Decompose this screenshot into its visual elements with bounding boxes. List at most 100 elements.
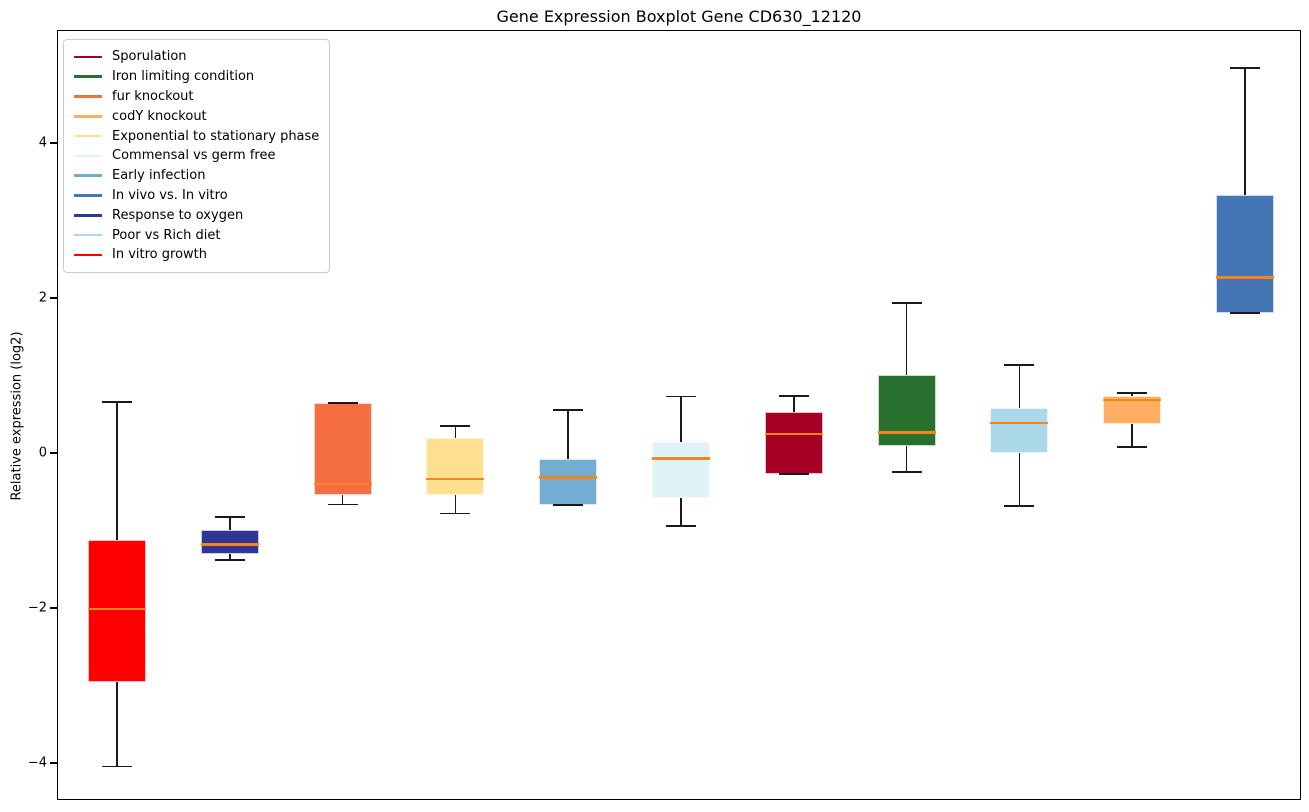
- whisker-lower-in-vitro-growth: [116, 681, 118, 767]
- legend-label-iron-limiting-condition: Iron limiting condition: [112, 69, 255, 85]
- box-sporulation: [764, 412, 823, 475]
- y-tick-mark: [50, 607, 57, 609]
- whisker-upper-in-vivo-vs-in-vitro: [1244, 68, 1246, 196]
- legend-item-cody-knockout: codY knockout: [74, 106, 319, 126]
- whisker-upper-poor-vs-rich-diet: [1018, 364, 1021, 409]
- whisker-upper-cody-knockout: [1131, 392, 1133, 396]
- box-commensal-vs-germ-free: [652, 442, 710, 499]
- median-iron-limiting-condition: [877, 431, 936, 434]
- whisker-upper-response-to-oxygen: [229, 516, 231, 530]
- whisker-cap-top-in-vitro-growth: [102, 401, 132, 403]
- box-poor-vs-rich-diet: [990, 408, 1049, 454]
- box-exponential-to-stationary-phase: [426, 437, 485, 496]
- legend-item-poor-vs-rich-diet: Poor vs Rich diet: [74, 225, 319, 245]
- whisker-cap-bottom-fur-knockout: [327, 503, 358, 506]
- legend-swatch-in-vitro-growth: [74, 253, 102, 257]
- legend-label-response-to-oxygen: Response to oxygen: [112, 207, 244, 223]
- whisker-upper-early-infection: [567, 409, 569, 459]
- y-tick-label: 4: [38, 135, 47, 151]
- chart-title: Gene Expression Boxplot Gene CD630_12120: [496, 7, 862, 26]
- whisker-lower-poor-vs-rich-diet: [1018, 453, 1021, 506]
- median-in-vivo-vs-in-vitro: [1216, 276, 1274, 279]
- whisker-cap-bottom-early-infection: [553, 504, 584, 506]
- whisker-cap-bottom-poor-vs-rich-diet: [1004, 505, 1035, 507]
- whisker-upper-exponential-to-stationary-phase: [454, 426, 457, 438]
- whisker-cap-top-response-to-oxygen: [214, 515, 245, 518]
- legend-item-iron-limiting-condition: Iron limiting condition: [74, 67, 319, 87]
- legend-label-sporulation: Sporulation: [112, 49, 187, 65]
- whisker-upper-iron-limiting-condition: [905, 302, 908, 375]
- legend-swatch-exponential-to-stationary-phase: [74, 134, 102, 138]
- legend-item-in-vivo-vs-in-vitro: In vivo vs. In vitro: [74, 186, 319, 206]
- y-tick-mark: [50, 297, 57, 299]
- y-axis-label: Relative expression (log2): [9, 331, 25, 501]
- median-exponential-to-stationary-phase: [426, 477, 485, 481]
- whisker-lower-commensal-vs-germ-free: [680, 498, 682, 527]
- box-in-vivo-vs-in-vitro: [1216, 195, 1274, 313]
- y-tick-label: 0: [38, 445, 47, 461]
- whisker-lower-cody-knockout: [1131, 423, 1133, 448]
- y-tick-label: 2: [38, 290, 47, 306]
- box-iron-limiting-condition: [877, 374, 936, 447]
- y-tick-label: −2: [27, 600, 47, 616]
- legend-swatch-commensal-vs-germ-free: [74, 154, 102, 158]
- legend-swatch-poor-vs-rich-diet: [74, 233, 102, 237]
- whisker-cap-top-commensal-vs-germ-free: [666, 395, 696, 398]
- whisker-cap-top-cody-knockout: [1117, 391, 1148, 394]
- y-tick-label: −4: [27, 755, 47, 771]
- legend-label-early-infection: Early infection: [112, 168, 206, 184]
- legend-item-early-infection: Early infection: [74, 166, 319, 186]
- legend-label-exponential-to-stationary-phase: Exponential to stationary phase: [112, 128, 320, 144]
- median-commensal-vs-germ-free: [652, 457, 710, 460]
- whisker-lower-exponential-to-stationary-phase: [454, 495, 457, 514]
- legend-item-exponential-to-stationary-phase: Exponential to stationary phase: [74, 126, 319, 146]
- y-tick-mark: [50, 452, 57, 454]
- legend-swatch-sporulation: [74, 55, 102, 59]
- whisker-cap-top-early-infection: [553, 409, 584, 411]
- legend-label-in-vivo-vs-in-vitro: In vivo vs. In vitro: [112, 187, 228, 203]
- legend-item-response-to-oxygen: Response to oxygen: [74, 205, 319, 225]
- legend-label-in-vitro-growth: In vitro growth: [112, 247, 207, 263]
- median-early-infection: [539, 476, 598, 479]
- whisker-cap-bottom-sporulation: [778, 473, 809, 475]
- legend-item-commensal-vs-germ-free: Commensal vs germ free: [74, 146, 319, 166]
- whisker-upper-in-vitro-growth: [116, 402, 118, 540]
- whisker-lower-iron-limiting-condition: [905, 446, 908, 472]
- whisker-upper-sporulation: [793, 395, 795, 413]
- legend-swatch-cody-knockout: [74, 114, 102, 118]
- y-tick-mark: [50, 762, 57, 764]
- legend-item-in-vitro-growth: In vitro growth: [74, 245, 319, 265]
- whisker-cap-bottom-exponential-to-stationary-phase: [440, 512, 471, 515]
- whisker-cap-top-in-vivo-vs-in-vitro: [1230, 67, 1260, 69]
- legend-swatch-early-infection: [74, 174, 102, 178]
- legend-label-cody-knockout: codY knockout: [112, 108, 207, 124]
- median-cody-knockout: [1103, 398, 1162, 401]
- box-in-vitro-growth: [88, 540, 146, 682]
- legend-label-fur-knockout: fur knockout: [112, 88, 194, 104]
- legend-swatch-iron-limiting-condition: [74, 75, 102, 79]
- legend-label-poor-vs-rich-diet: Poor vs Rich diet: [112, 227, 221, 243]
- whisker-lower-response-to-oxygen: [229, 553, 231, 561]
- median-response-to-oxygen: [200, 543, 259, 546]
- whisker-cap-bottom-in-vivo-vs-in-vitro: [1230, 312, 1260, 314]
- box-fur-knockout: [313, 402, 372, 496]
- legend-label-commensal-vs-germ-free: Commensal vs germ free: [112, 148, 276, 164]
- whisker-cap-bottom-iron-limiting-condition: [891, 471, 922, 473]
- legend-swatch-fur-knockout: [74, 95, 102, 98]
- median-in-vitro-growth: [88, 607, 146, 611]
- whisker-cap-bottom-response-to-oxygen: [214, 559, 245, 561]
- whisker-cap-bottom-cody-knockout: [1117, 446, 1148, 448]
- whisker-cap-top-sporulation: [778, 395, 809, 397]
- legend-item-sporulation: Sporulation: [74, 47, 319, 67]
- whisker-upper-commensal-vs-germ-free: [680, 396, 682, 443]
- y-tick-mark: [50, 142, 57, 144]
- box-response-to-oxygen: [200, 529, 259, 554]
- legend-item-fur-knockout: fur knockout: [74, 87, 319, 107]
- legend: Sporulation Iron limiting condition fur kn…: [63, 39, 331, 273]
- whisker-cap-bottom-in-vitro-growth: [102, 765, 132, 768]
- whisker-lower-fur-knockout: [341, 495, 344, 505]
- box-early-infection: [539, 458, 598, 506]
- whisker-cap-bottom-commensal-vs-germ-free: [666, 525, 696, 527]
- legend-swatch-in-vivo-vs-in-vitro: [74, 194, 102, 197]
